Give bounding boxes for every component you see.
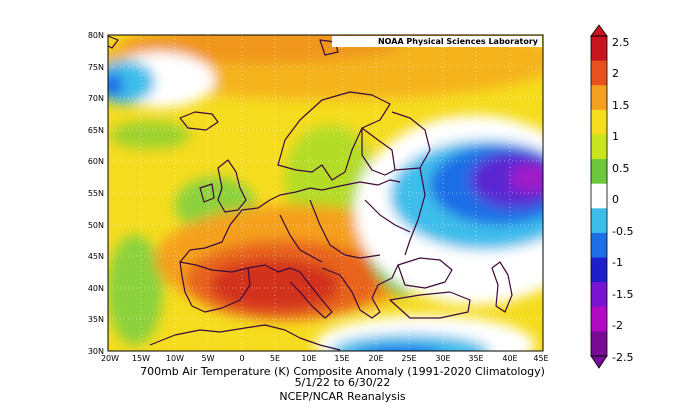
colorbar-label: -2 — [612, 319, 623, 332]
colorbar-segment — [591, 134, 607, 160]
lon-tick-label: 10W — [166, 354, 184, 363]
lat-axis: 80N 75N 70N 65N 60N 55N 50N 45N 40N 35N … — [88, 31, 104, 356]
colorbar-top-arrow — [590, 24, 608, 37]
colorbar-segment — [591, 232, 607, 259]
colorbar-segment — [591, 282, 607, 308]
colorbar-segments — [591, 36, 607, 357]
lat-tick-label: 45N — [88, 252, 104, 261]
lon-tick-label: 15E — [334, 354, 349, 363]
colorbar-segment — [591, 257, 607, 283]
colorbar: 2.5 2 1.5 1 0.5 0 -0.5 -1 -1.5 -2 -2.5 — [590, 24, 633, 369]
lat-tick-label: 80N — [88, 31, 104, 40]
lon-tick-label: 10E — [301, 354, 316, 363]
colorbar-segment — [591, 85, 607, 111]
colorbar-label: -0.5 — [612, 225, 633, 238]
lon-tick-label: 5W — [202, 354, 215, 363]
lat-tick-label: 65N — [88, 126, 104, 135]
lon-tick-label: 20W — [101, 354, 119, 363]
lat-tick-label: 70N — [88, 94, 104, 103]
lat-tick-label: 75N — [88, 63, 104, 72]
colorbar-segment — [591, 183, 607, 209]
date-range: 5/1/22 to 6/30/22 — [294, 376, 391, 389]
credit-label: NOAA Physical Sciences Laboratory — [378, 37, 539, 46]
lon-tick-label: 40E — [502, 354, 517, 363]
colorbar-segment — [591, 159, 607, 185]
lat-tick-label: 30N — [88, 347, 104, 356]
graticule — [108, 35, 543, 351]
colorbar-segment — [591, 109, 607, 135]
coastlines — [108, 35, 513, 351]
colorbar-label: -2.5 — [612, 351, 633, 364]
lat-tick-label: 40N — [88, 284, 104, 293]
lat-tick-label: 60N — [88, 157, 104, 166]
colorbar-segment — [591, 306, 607, 332]
colorbar-label: 1.5 — [612, 99, 630, 112]
lat-tick-label: 55N — [88, 189, 104, 198]
colorbar-label: 0 — [612, 193, 619, 206]
lon-tick-label: 35E — [468, 354, 483, 363]
colorbar-label: -1 — [612, 256, 623, 269]
credit-box: NOAA Physical Sciences Laboratory — [332, 36, 542, 47]
lat-tick-label: 50N — [88, 221, 104, 230]
colorbar-label: 2.5 — [612, 36, 630, 49]
colorbar-segment — [591, 36, 607, 62]
colorbar-label: 1 — [612, 130, 619, 143]
colorbar-frame — [590, 35, 608, 357]
lon-tick-label: 5E — [270, 354, 280, 363]
data-source: NCEP/NCAR Reanalysis — [279, 390, 406, 403]
lat-tick-label: 35N — [88, 315, 104, 324]
plot-frame — [107, 34, 544, 352]
map-title: 700mb Air Temperature (K) Composite Anom… — [140, 365, 545, 378]
colorbar-label: 2 — [612, 67, 619, 80]
lon-tick-label: 45E — [533, 354, 548, 363]
anomaly-field — [108, 35, 543, 351]
colorbar-segment — [591, 331, 607, 357]
colorbar-segment — [591, 208, 607, 234]
lon-tick-label: 30E — [435, 354, 450, 363]
lon-axis: 20W 15W 10W 5W 0 5E 10E 15E 20E 25E 30E … — [101, 354, 549, 363]
colorbar-label: 0.5 — [612, 162, 630, 175]
lon-tick-label: 25E — [401, 354, 416, 363]
colorbar-segment — [591, 60, 607, 86]
colorbar-label: -1.5 — [612, 288, 633, 301]
lon-tick-label: 0 — [239, 354, 244, 363]
lon-tick-label: 20E — [368, 354, 383, 363]
lon-tick-label: 15W — [132, 354, 150, 363]
